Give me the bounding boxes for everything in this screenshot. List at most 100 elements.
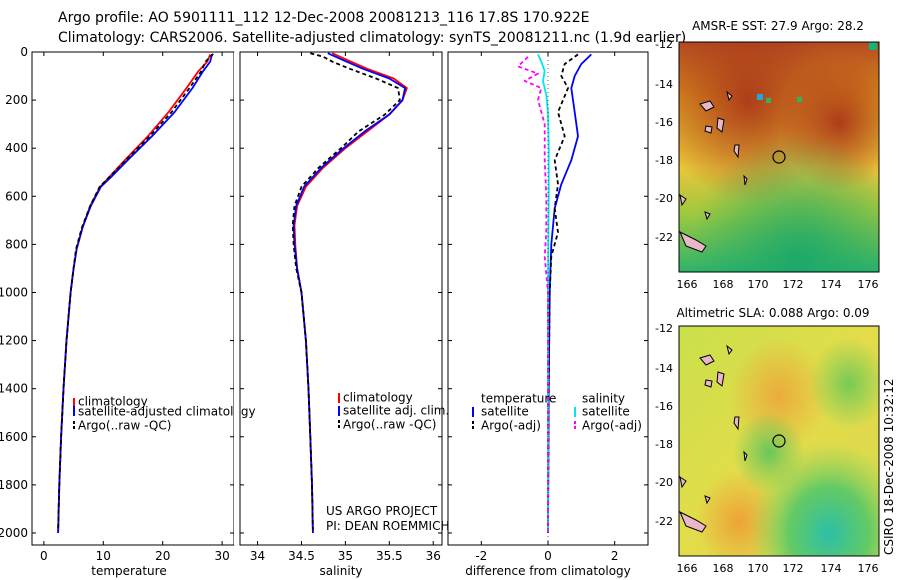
y-tick-label: 1400: [0, 382, 28, 396]
temperature-panel: 0 200 400 600 800 1000 1200 1400 1600 1800 2000 0 1…: [0, 45, 256, 578]
series-line-salinity-argo-adj: [517, 56, 549, 533]
y-tick-label: 800: [5, 237, 28, 251]
sst-pixel: [869, 42, 877, 50]
salinity-panel: 34 34.5 35 35.5 36 salinity climatology sate…: [239, 51, 449, 578]
salinity-tick-labels: 34 34.5 35 35.5 36: [250, 52, 441, 563]
y-tick-label: 2000: [0, 526, 28, 540]
sla-map: Altimetric SLA: 0.088 Argo: 0.09 -12 -14…: [655, 306, 880, 575]
map-ytick: -22: [655, 231, 673, 244]
header-line-1: Argo profile: AO 5901111_112 12-Dec-2008…: [58, 10, 589, 26]
sst-map-xticks: 166 168 170 172 174 176: [677, 278, 879, 291]
salinity-legend: climatology satellite adj. clim. Argo(..…: [338, 391, 449, 432]
panel-gap: [234, 52, 240, 545]
map-ytick: -18: [655, 154, 673, 167]
temperature-axes-frame: [31, 51, 235, 546]
map-xtick: 172: [783, 562, 804, 575]
legend-argo: Argo(..raw -QC): [343, 418, 436, 432]
legend-sal-argo: Argo(-adj): [582, 419, 642, 433]
x-tick-label: 0: [40, 549, 48, 563]
legend-temp-argo: Argo(-adj): [481, 419, 541, 433]
legend-climatology: climatology: [343, 391, 413, 405]
difference-tick-labels: -2 0 2: [475, 52, 618, 563]
temperature-tick-labels: 0 10 20 30: [40, 52, 230, 563]
legend-temperature-heading: temperature: [481, 392, 556, 406]
series-line-salinity-satellite: [537, 54, 550, 533]
legend-argo: Argo(..raw -QC): [78, 419, 171, 433]
legend-temp-satellite: satellite: [481, 405, 529, 419]
temperature-xlabel: temperature: [91, 564, 166, 578]
sla-map-yticks: -12 -14 -16 -18 -20 -22: [655, 322, 673, 528]
legend-climatology: climatology: [78, 395, 148, 409]
map-ytick: -22: [655, 515, 673, 528]
x-tick-label: 34.5: [288, 549, 315, 563]
legend-satellite-adjusted: satellite-adjusted climatology: [78, 405, 256, 419]
sst-map-frame: [678, 41, 880, 273]
map-xtick: 168: [713, 562, 734, 575]
series-line-temperature-satellite: [547, 53, 592, 534]
map-xtick: 174: [821, 278, 842, 291]
x-tick-label: 0: [544, 549, 552, 563]
difference-panel: -2 0 2 difference from climatology tempera…: [447, 51, 649, 578]
sla-argo-location-marker: [772, 434, 786, 448]
temperature-legend: climatology satellite-adjusted climatolo…: [73, 395, 256, 433]
x-tick-label: 35: [338, 549, 353, 563]
sla-cyan-patch: [679, 326, 879, 556]
legend-sal-satellite: satellite: [582, 405, 630, 419]
map-xtick: 176: [858, 562, 879, 575]
map-xtick: 170: [748, 562, 769, 575]
sst-pixel: [766, 98, 771, 103]
y-tick-label: 1200: [0, 334, 28, 348]
series-line-argo-raw-qc: [291, 52, 401, 530]
y-tick-label: 1600: [0, 430, 28, 444]
series-line-climatology: [57, 54, 212, 534]
map-ytick: -12: [655, 38, 673, 51]
salinity-axes-frame: [239, 51, 443, 546]
sst-pixel: [797, 97, 802, 102]
map-xtick: 170: [748, 278, 769, 291]
x-tick-label: 35.5: [376, 549, 403, 563]
project-label: US ARGO PROJECT: [326, 504, 438, 518]
map-xtick: 166: [677, 562, 698, 575]
sst-cool-patch: [679, 42, 879, 272]
map-xtick: 166: [677, 278, 698, 291]
y-tick-label: 1000: [0, 285, 28, 299]
series-line-argo-raw-qc: [57, 53, 214, 530]
x-tick-label: 2: [611, 549, 619, 563]
difference-series: [517, 53, 592, 534]
x-tick-label: 36: [426, 549, 441, 563]
map-ytick: -16: [655, 116, 673, 129]
map-ytick: -16: [655, 400, 673, 413]
map-xtick: 176: [858, 278, 879, 291]
csiro-timestamp: CSIRO 18-Dec-2008 10:32:12: [882, 378, 896, 555]
map-ytick: -20: [655, 476, 673, 489]
map-xtick: 168: [713, 278, 734, 291]
map-xtick: 172: [783, 278, 804, 291]
x-tick-label: 10: [96, 549, 111, 563]
x-tick-label: 34: [250, 549, 265, 563]
depth-tick-labels: 0 200 400 600 800 1000 1200 1400 1600 1800 2000: [0, 45, 28, 540]
map-ytick: -14: [655, 78, 673, 91]
sst-pixel: [757, 94, 763, 100]
y-tick-label: 400: [5, 141, 28, 155]
header-line-2: Climatology: CARS2006. Satellite-adjuste…: [58, 30, 686, 46]
map-ytick: -20: [655, 192, 673, 205]
map-ytick: -18: [655, 438, 673, 451]
sla-map-frame: [678, 325, 880, 557]
difference-xlabel: difference from climatology: [465, 564, 631, 578]
map-ytick: -14: [655, 362, 673, 375]
y-tick-label: 1800: [0, 478, 28, 492]
salinity-xlabel: salinity: [319, 564, 362, 578]
series-line-satellite-adjusted-climatology: [57, 54, 213, 534]
sla-coastline: [679, 344, 748, 533]
sst-coastline: [679, 90, 748, 253]
sla-map-title: Altimetric SLA: 0.088 Argo: 0.09: [676, 306, 869, 320]
sst-map: AMSR-E SST: 27.9 Argo: 28.2 -12 -14 -16 …: [655, 19, 880, 291]
y-tick-label: 0: [20, 45, 28, 59]
sst-argo-location-marker: [772, 150, 786, 164]
y-tick-label: 200: [5, 93, 28, 107]
temperature-series: [57, 53, 214, 534]
x-tick-label: -2: [475, 549, 487, 563]
x-tick-label: 30: [214, 549, 229, 563]
y-tick-label: 600: [5, 189, 28, 203]
salinity-series: [291, 52, 408, 534]
